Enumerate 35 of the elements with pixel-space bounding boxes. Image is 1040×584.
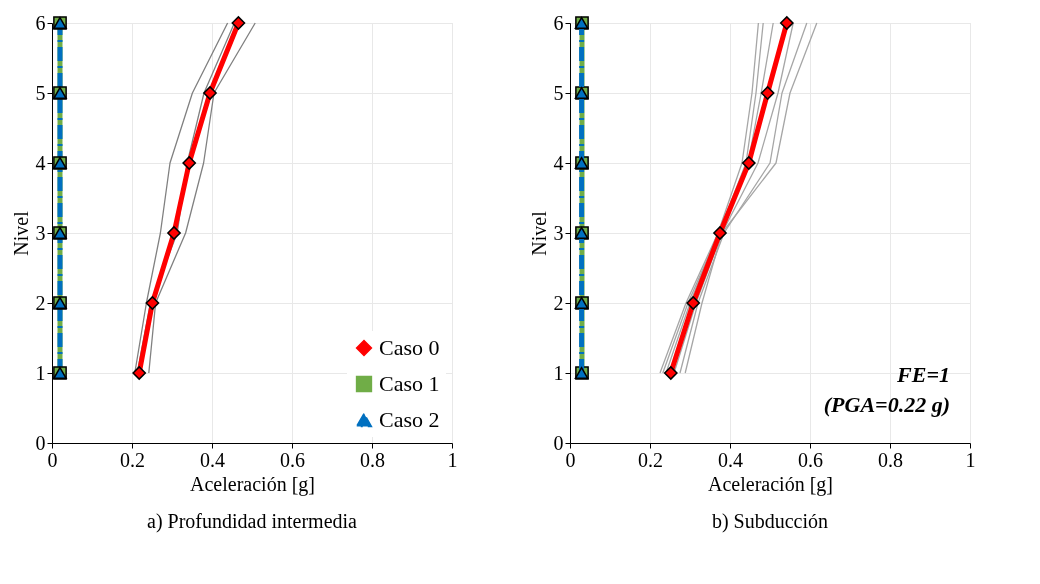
x-tick-label: 0.6	[798, 448, 823, 471]
y-tick-label: 4	[35, 151, 46, 174]
y-tick-label: 3	[553, 221, 564, 244]
y-tick-label: 4	[553, 151, 564, 174]
text: a) Profundidad intermedia	[147, 510, 358, 533]
x-tick-label: 0.6	[280, 448, 305, 471]
y-tick-label: 0	[553, 431, 564, 454]
x-axis-title: Aceleración [g]	[708, 472, 833, 496]
y-tick-label: 3	[35, 221, 46, 244]
y-tick-label: 6	[35, 11, 46, 34]
legend-label: Caso 1	[379, 371, 440, 396]
y-axis-title: Nivel	[9, 210, 32, 256]
text: b) Subducción	[711, 510, 829, 533]
y-tick-label: 1	[35, 361, 46, 384]
legend-label: Caso 2	[379, 407, 440, 432]
y-tick-label: 6	[553, 11, 564, 34]
x-tick-label: 1	[965, 448, 976, 471]
y-tick-label: 5	[553, 81, 564, 104]
x-tick-label: 0.8	[360, 448, 385, 471]
y-tick-label: 0	[35, 431, 46, 454]
x-tick-label: 0.8	[878, 448, 903, 471]
annotation: (PGA=0.22 g)	[823, 392, 950, 417]
y-tick-label: 1	[553, 361, 564, 384]
x-tick-label: 0.4	[718, 448, 743, 471]
x-tick-label: 0.4	[200, 448, 225, 471]
y-tick-label: 2	[35, 291, 46, 314]
x-axis-title: Aceleración [g]	[190, 472, 315, 496]
x-tick-label: 1	[447, 448, 458, 471]
x-tick-label: 0.2	[120, 448, 145, 471]
legend-label: Caso 0	[379, 335, 440, 360]
x-tick-label: 0.2	[638, 448, 663, 471]
y-axis-title: Nivel	[527, 210, 550, 256]
y-tick-label: 2	[553, 291, 564, 314]
y-tick-label: 5	[35, 81, 46, 104]
annotation: FE=1	[896, 362, 950, 387]
